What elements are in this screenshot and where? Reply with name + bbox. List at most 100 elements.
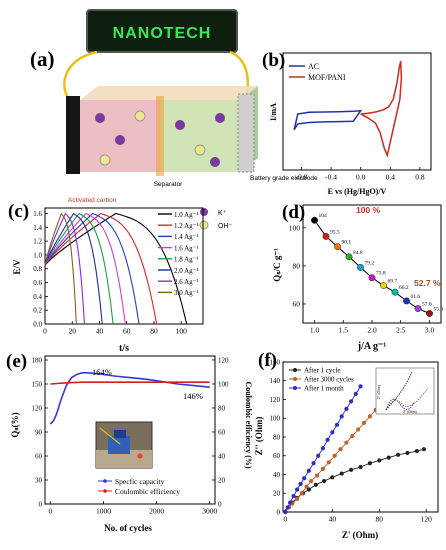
x-axis-label-c: t/s	[119, 343, 129, 354]
ion	[115, 135, 125, 145]
y-axis-e-tick-label: 30	[35, 476, 43, 484]
series-line-c-5	[44, 212, 103, 325]
panel-d-rate-chart: (d) 1.0 1.5 2.0 2.5 3.0 60 80 100 104 95.590.184…	[272, 202, 443, 352]
plot-frame-e	[44, 355, 216, 505]
cell-right-half	[160, 100, 240, 172]
x-axis-c-tick-label: 40	[96, 327, 104, 336]
data-point-f	[344, 406, 349, 411]
y-axis-e-right-tick-label: 40	[218, 452, 226, 460]
data-point-f	[283, 509, 288, 515]
data-label-d: 90.1	[342, 240, 352, 246]
x-axis-d-tick-label: 2.0	[367, 326, 377, 335]
x-axis-c-tick-label: 0	[43, 327, 47, 336]
data-point-f	[330, 475, 335, 480]
panel-e-cycling-chart: (e) 0 1000 2000 300003060901201501800204060…	[6, 351, 253, 533]
y-axis-c-tick-label: 0.8	[33, 265, 42, 273]
data-point-f	[316, 453, 321, 458]
plot-frame-b	[282, 52, 432, 171]
series-line-c-1	[44, 212, 158, 325]
y-axis-e-tick-label: 150	[32, 380, 43, 388]
data-point-d	[322, 233, 330, 240]
data-point-f	[405, 450, 410, 456]
data-label-d: 55.0	[434, 306, 444, 312]
x-axis-d-tick-label: 2.5	[396, 326, 406, 335]
y-axis-label-f: Z'' (Ohm)	[254, 417, 264, 456]
x-axis-label-f: Z' (Ohm)	[342, 530, 378, 540]
legend-label-b-ac: AC	[308, 62, 319, 71]
data-point-f	[386, 455, 391, 460]
legend-label-f: After 3000 cycles	[304, 376, 354, 384]
cell-top	[80, 86, 258, 100]
y-axis-e-tick-label: 60	[35, 452, 43, 460]
y-axis-f-tick-label: 60	[273, 452, 281, 460]
data-point-f	[287, 500, 293, 505]
data-point-f	[285, 505, 290, 510]
legend-e: Specfic capacity Coulombic efficiency	[98, 477, 180, 496]
data-point-f	[367, 461, 372, 466]
data-point-f	[349, 399, 354, 404]
legend-label-c: 1.4 Ag⁻¹	[174, 233, 198, 241]
y-axis-label-c: E/V	[12, 259, 22, 275]
panel-b-cv-chart: (b) -0.8 -0.4 0.0 0.4 0.8 I/mA E vs (Hg/HgO)…	[262, 50, 432, 196]
ion	[95, 113, 105, 123]
x-axis-d-tick-label: 3.0	[425, 326, 435, 335]
panel-label-e: (e)	[6, 351, 27, 372]
separator-label: Separator	[154, 181, 183, 188]
ion	[194, 144, 206, 156]
x-axis-f-tick-label: 40	[329, 515, 337, 524]
y-axis-f-tick-label: 40	[273, 471, 281, 479]
x-axis-b-tick-label: -0.8	[296, 173, 308, 182]
x-axis-c-tick-label: 100	[176, 327, 188, 336]
y-axis-e-right-tick-label: 60	[218, 428, 226, 436]
x-axis-c-tick-label: 60	[123, 327, 131, 336]
y-axis-e-tick-label: 120	[32, 404, 43, 412]
data-point-f	[299, 491, 304, 496]
plot-frame-c	[44, 207, 204, 325]
legend-marker-f	[293, 368, 297, 372]
y-axis-f-tick-label: 160	[270, 358, 281, 366]
series-line-c-4	[44, 212, 114, 325]
activated-carbon-label: Activated carbon	[68, 197, 117, 204]
x-axis-b-tick-label: -0.4	[325, 173, 337, 182]
inset-photo	[95, 421, 153, 469]
data-point-d	[380, 282, 387, 289]
legend-label-f: After 1 month	[304, 385, 344, 393]
data-point-f	[302, 476, 307, 481]
y-axis-c-tick-label: 0.6	[33, 279, 42, 287]
panel-label-b: (b)	[262, 50, 285, 71]
data-point-d	[368, 274, 376, 282]
y-axis-e-right-tick-label: 80	[218, 404, 226, 412]
data-label-d: 79.2	[365, 260, 375, 266]
annotation-e-164: 164%	[92, 367, 112, 377]
y-axis-f-tick-label: 100	[270, 415, 281, 423]
data-point-f	[421, 447, 427, 452]
y-axis-f-tick-label: 80	[273, 433, 281, 441]
battery-electrode-label: Battery grade electrode	[250, 175, 318, 182]
annotation-d-52: 52.7 %	[414, 278, 441, 288]
panel-label-a: (a)	[30, 47, 55, 71]
series-line-b-0	[293, 109, 363, 131]
data-point-f	[320, 446, 326, 451]
panel-f-eis-chart: (f) 0 40 80 120 0 20 40 60 80 100 120 140 160 Z'' (O…	[254, 350, 439, 540]
data-point-f	[358, 464, 363, 470]
data-point-f	[339, 471, 344, 476]
x-axis-e-tick-label: 3000	[202, 507, 217, 516]
data-label-d: 57.6	[422, 302, 432, 308]
legend-label-c: 2.6 Ag⁻¹	[174, 278, 198, 286]
y-axis-e-right-tick-label: 20	[218, 476, 226, 484]
data-point-d	[334, 243, 341, 251]
y-axis-e-right-tick-label: 120	[218, 356, 229, 364]
x-axis-d-tick-label: 1.5	[339, 326, 349, 335]
panel-c-gcd-chart: (c) 0 20 40 60 80 100 0.0 0.2 0.4 0.6 0.8 1.0 1.2 1.4…	[8, 201, 204, 354]
data-label-d: 66.2	[399, 285, 409, 291]
x-axis-f-tick-label: 80	[376, 515, 384, 524]
data-point-f	[330, 430, 335, 435]
y-axis-e-tick-label: 180	[32, 356, 43, 364]
data-point-f	[344, 440, 349, 445]
ions	[95, 110, 225, 167]
x-axis-e-tick-label: 2000	[149, 507, 164, 516]
series-line-c-0	[44, 212, 188, 325]
panel-a-schematic: (a) NANOTECH Separator Activated carbon …	[30, 9, 318, 230]
y-axis-c-tick-label: 1.2	[33, 238, 42, 246]
brand-label: NANOTECH	[113, 25, 212, 42]
